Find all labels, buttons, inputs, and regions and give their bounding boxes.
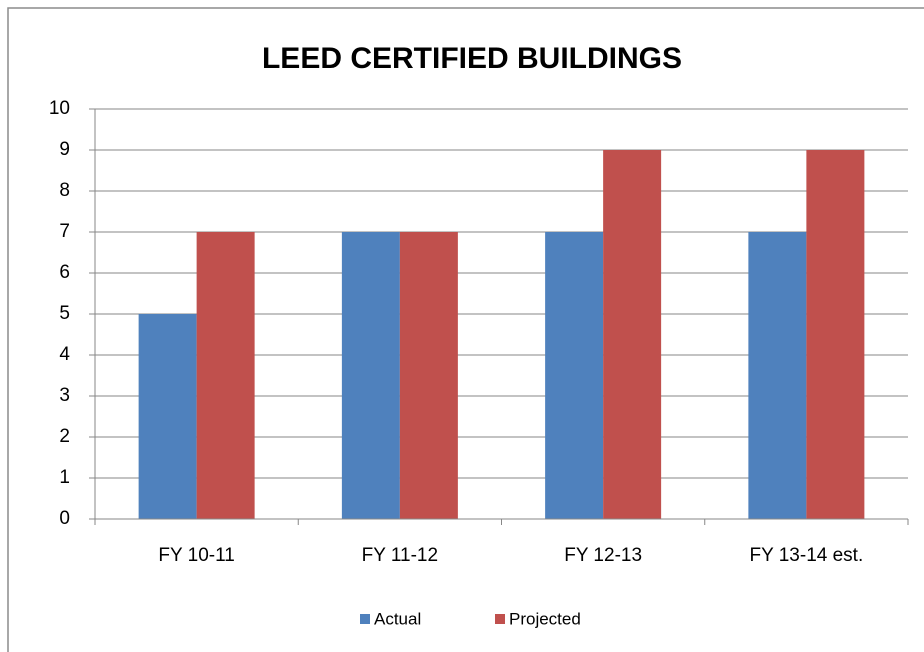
y-tick-label: 0	[59, 508, 70, 529]
bar	[399, 232, 458, 519]
legend-text: Projected	[509, 609, 581, 628]
x-tick-label: FY 13-14 est.	[750, 545, 864, 566]
bar	[603, 150, 662, 519]
bar	[806, 150, 865, 519]
bar	[138, 314, 197, 519]
legend-text: Actual	[374, 609, 421, 628]
legend-swatch	[360, 614, 370, 624]
y-tick-label: 4	[59, 344, 70, 365]
y-tick-label: 2	[59, 426, 70, 447]
y-tick-label: 7	[59, 221, 70, 242]
bar	[748, 232, 807, 519]
bar	[545, 232, 604, 519]
y-tick-label: 6	[59, 262, 70, 283]
legend-swatch	[495, 614, 505, 624]
y-tick-label: 3	[59, 385, 70, 406]
x-tick-label: FY 10-11	[158, 545, 234, 566]
y-tick-label: 1	[59, 467, 70, 488]
y-tick-label: 9	[59, 139, 70, 160]
x-tick-label: FY 12-13	[564, 545, 642, 566]
y-tick-label: 5	[59, 303, 70, 324]
chart-title: LEED CERTIFIED BUILDINGS	[262, 42, 682, 75]
bar	[341, 232, 400, 519]
y-tick-label: 10	[49, 98, 70, 119]
y-tick-label: 8	[59, 180, 70, 201]
bar	[196, 232, 255, 519]
x-tick-label: FY 11-12	[362, 545, 438, 566]
